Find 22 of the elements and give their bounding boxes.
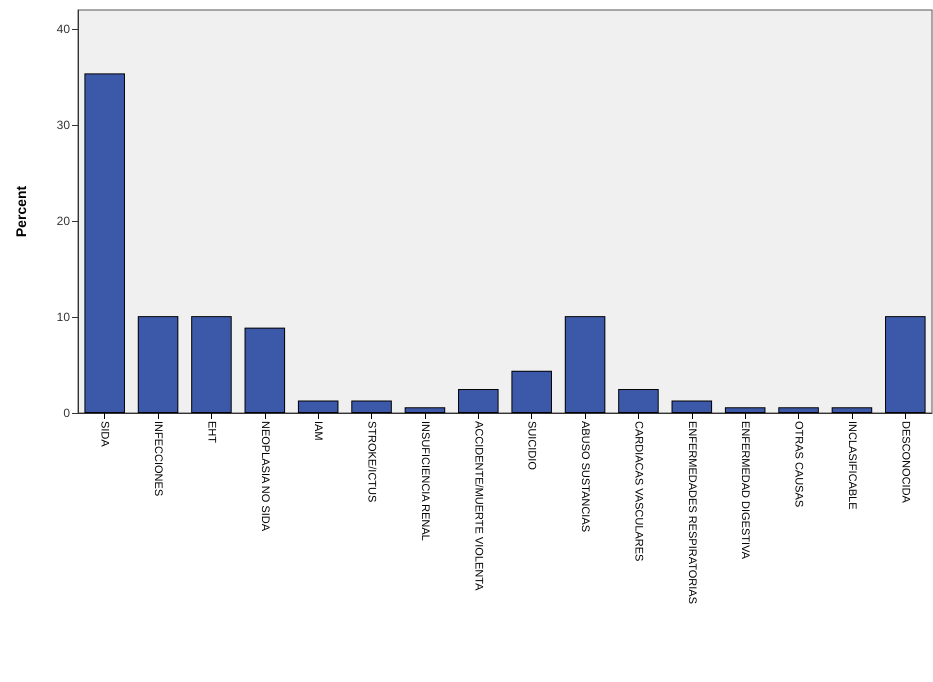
y-axis-title: Percent: [13, 185, 29, 238]
x-tick-label: ACCIDENTE/MUERTE VIOLENTA: [472, 421, 484, 592]
x-tick-label: SUICIDIO: [526, 421, 538, 470]
x-tick-label: INFECCIONES: [152, 421, 164, 496]
x-tick-label: NEOPLASIA NO SIDA: [258, 421, 271, 532]
x-tick-label: STROKE/ICTUS: [366, 421, 378, 502]
y-tick-label: 10: [56, 310, 70, 324]
x-tick-label: INCLASIFICABLE: [846, 421, 858, 510]
x-tick-label: ENFERMEDADES RESPIRATORIAS: [686, 421, 698, 604]
y-tick-label: 0: [63, 406, 70, 420]
x-tick-label: OTRAS CAUSAS: [792, 421, 805, 508]
x-tick-label: EHT: [205, 421, 218, 444]
y-tick-label: 40: [56, 22, 70, 36]
x-tick-label: INSUFICIENCIA RENAL: [418, 421, 431, 541]
x-tick-label: ENFERMEDAD DIGESTIVA: [739, 421, 752, 560]
y-tick-label: 20: [56, 214, 70, 228]
x-tick-label: SIDA: [98, 421, 111, 448]
y-tick-label: 30: [56, 118, 70, 132]
x-tick-label: CARDIACAS VASCULARES: [632, 421, 644, 562]
x-tick-label: DESCONOCIDA: [899, 421, 912, 504]
x-tick-label: ABUSO SUSTANCIAS: [579, 421, 592, 532]
x-tick-label: IAM: [312, 421, 324, 441]
